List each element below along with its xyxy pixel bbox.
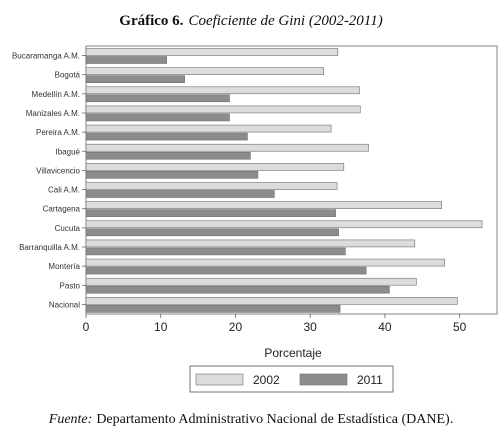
x-axis-label: Porcentaje — [264, 346, 322, 360]
source-text: Departamento Administrativo Nacional de … — [96, 412, 453, 427]
legend-label-2011: 2011 — [357, 373, 383, 387]
bar-2011-11 — [85, 266, 367, 275]
bar-2011-9 — [85, 228, 339, 237]
bar-2011-7 — [85, 190, 275, 198]
bar-2011-2 — [85, 94, 230, 103]
x-tick-label: 0 — [83, 320, 90, 334]
category-label: Cartagena — [43, 205, 81, 214]
bar-2002-4 — [85, 124, 332, 133]
plot-frame — [85, 45, 498, 315]
x-tick-label: 30 — [304, 320, 318, 334]
category-label: Pereira A.M. — [36, 128, 80, 137]
bar-2002-9 — [85, 220, 483, 229]
category-label: Montería — [48, 262, 80, 271]
category-label: Pasto — [60, 281, 81, 290]
bar-2002-2 — [85, 86, 360, 95]
bar-2011-1 — [85, 75, 185, 83]
category-label: Nacional — [49, 300, 80, 309]
chart-title-text: Coeficiente de Gini (2002-2011) — [188, 13, 382, 29]
category-label: Villavicencio — [36, 166, 80, 175]
bar-2011-4 — [85, 132, 248, 141]
x-axis: 0 10 20 30 40 50 — [83, 314, 467, 334]
bar-2011-0 — [85, 56, 168, 64]
category-label: Cali A.M. — [48, 186, 80, 195]
bar-2002-10 — [85, 239, 416, 248]
bar-2011-8 — [85, 209, 336, 217]
category-label: Manizales A.M. — [26, 109, 80, 118]
category-label: Ibagué — [56, 147, 81, 156]
legend-swatch-2002 — [195, 373, 244, 386]
bar-2002-11 — [85, 258, 445, 267]
bar-2011-13 — [85, 305, 341, 313]
bar-2011-12 — [85, 285, 390, 294]
category-label: Bucaramanga A.M. — [12, 52, 80, 61]
category-labels: Bucaramanga A.M. Bogotá Medellín A.M. Maniz… — [12, 52, 81, 310]
bar-2002-1 — [85, 67, 324, 75]
category-label: Cucuta — [55, 224, 81, 233]
chart-title-prefix: Gráfico 6. — [119, 13, 183, 29]
bar-2002-3 — [85, 105, 361, 114]
bar-2011-10 — [85, 247, 346, 256]
legend-label-2002: 2002 — [253, 373, 280, 387]
bar-2002-8 — [85, 201, 443, 209]
x-tick-label: 20 — [229, 320, 243, 334]
x-tick-label: 40 — [378, 320, 392, 334]
category-label: Barranquilla A.M. — [19, 243, 80, 252]
bar-2002-7 — [85, 182, 338, 190]
category-label: Medellín A.M. — [32, 90, 80, 99]
bar-2002-12 — [85, 277, 417, 286]
bar-2002-5 — [85, 143, 369, 152]
bar-2011-5 — [85, 151, 251, 160]
bar-2002-0 — [85, 48, 339, 56]
chart-title: Gráfico 6. Coeficiente de Gini (2002-2011… — [119, 13, 382, 29]
legend-swatch-2011 — [299, 373, 348, 386]
source-note: Fuente: Departamento Administrativo Nacio… — [48, 412, 453, 427]
bar-2002-6 — [85, 163, 345, 171]
plot-area — [82, 45, 498, 315]
bar-2002-13 — [85, 297, 458, 305]
source-label: Fuente: — [48, 412, 93, 427]
bar-2011-6 — [85, 171, 259, 179]
x-tick-label: 50 — [453, 320, 467, 334]
category-label: Bogotá — [55, 71, 81, 80]
bar-2011-3 — [85, 113, 230, 122]
x-tick-label: 10 — [154, 320, 168, 334]
legend: 2002 2011 — [189, 365, 394, 393]
